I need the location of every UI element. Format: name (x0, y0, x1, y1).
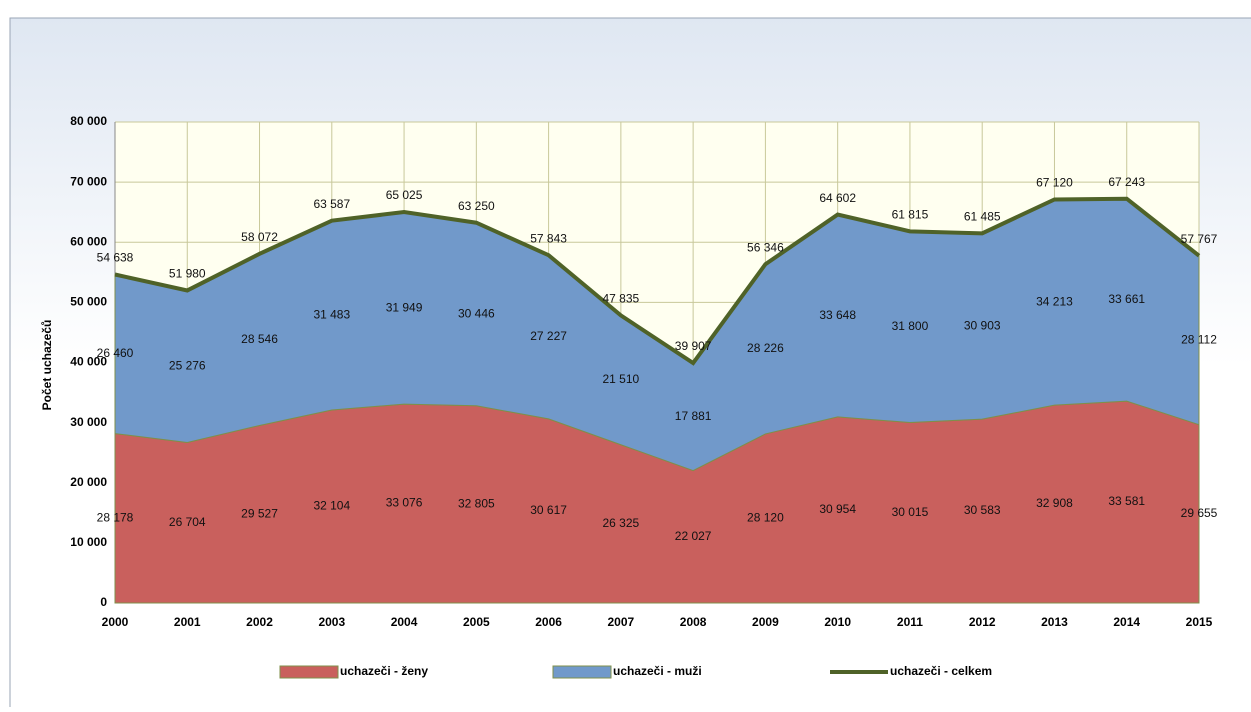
data-label: 28 226 (747, 341, 784, 355)
data-label: 30 903 (964, 318, 1001, 332)
data-label: 61 815 (892, 208, 929, 222)
data-label: 30 954 (819, 502, 856, 516)
data-label: 28 178 (97, 510, 134, 524)
x-tick-label: 2002 (246, 615, 273, 629)
x-tick-label: 2005 (463, 615, 490, 629)
x-tick-label: 2014 (1113, 615, 1140, 629)
data-label: 31 483 (313, 308, 350, 322)
x-tick-label: 2001 (174, 615, 201, 629)
data-label: 32 908 (1036, 496, 1073, 510)
x-tick-label: 2006 (535, 615, 562, 629)
legend-label: uchazeči - muži (613, 664, 702, 678)
data-label: 61 485 (964, 209, 1001, 223)
data-label: 21 510 (603, 372, 640, 386)
x-tick-label: 2013 (1041, 615, 1068, 629)
x-tick-label: 2008 (680, 615, 707, 629)
y-tick-label: 30 000 (70, 415, 107, 429)
legend-label: uchazeči - ženy (340, 664, 428, 678)
data-label: 28 546 (241, 332, 278, 346)
data-label: 67 120 (1036, 176, 1073, 190)
data-label: 58 072 (241, 230, 278, 244)
legend-swatch (552, 665, 612, 679)
data-label: 54 638 (97, 251, 134, 265)
data-label: 26 704 (169, 515, 206, 529)
data-label: 17 881 (675, 409, 712, 423)
data-label: 47 835 (603, 292, 640, 306)
y-tick-label: 50 000 (70, 295, 107, 309)
legend-label: uchazeči - celkem (890, 664, 992, 678)
data-label: 33 581 (1108, 494, 1145, 508)
data-label: 30 617 (530, 503, 567, 517)
data-label: 28 120 (747, 511, 784, 525)
x-tick-label: 2012 (969, 615, 996, 629)
y-tick-label: 80 000 (70, 114, 107, 128)
x-tick-label: 2011 (897, 615, 923, 629)
data-label: 51 980 (169, 267, 206, 281)
data-label: 31 949 (386, 300, 423, 314)
y-tick-label: 40 000 (70, 355, 107, 369)
data-label: 33 648 (819, 308, 856, 322)
data-label: 57 843 (530, 231, 567, 245)
data-label: 67 243 (1108, 175, 1145, 189)
data-label: 57 767 (1181, 232, 1218, 246)
y-tick-label: 0 (100, 595, 107, 609)
data-label: 39 907 (675, 339, 712, 353)
data-label: 34 213 (1036, 294, 1073, 308)
data-label: 56 346 (747, 240, 784, 254)
x-tick-label: 2004 (391, 615, 418, 629)
data-label: 28 112 (1181, 332, 1217, 346)
data-label: 31 800 (892, 319, 929, 333)
y-axis-label: Počet uchazečů (40, 320, 54, 411)
data-label: 30 583 (964, 503, 1001, 517)
x-tick-label: 2010 (824, 615, 851, 629)
data-label: 27 227 (530, 329, 567, 343)
data-label: 33 076 (386, 496, 423, 510)
data-label: 63 587 (313, 197, 350, 211)
data-label: 29 655 (1181, 506, 1218, 520)
x-tick-label: 2009 (752, 615, 779, 629)
data-label: 26 325 (603, 516, 640, 530)
y-tick-label: 20 000 (70, 475, 107, 489)
data-label: 29 527 (241, 506, 278, 520)
data-label: 32 805 (458, 497, 495, 511)
data-label: 30 015 (892, 505, 929, 519)
x-tick-label: 2007 (608, 615, 635, 629)
data-label: 32 104 (313, 499, 350, 513)
y-tick-label: 70 000 (70, 174, 107, 188)
x-tick-label: 2000 (102, 615, 129, 629)
data-label: 33 661 (1108, 292, 1145, 306)
data-label: 25 276 (169, 359, 206, 373)
legend-swatch (279, 665, 339, 679)
y-tick-label: 60 000 (70, 234, 107, 248)
data-label: 65 025 (386, 188, 423, 202)
x-tick-label: 2015 (1186, 615, 1213, 629)
y-tick-label: 10 000 (70, 535, 107, 549)
data-label: 64 602 (819, 191, 856, 205)
data-label: 22 027 (675, 529, 712, 543)
line (114, 196, 1201, 366)
data-label: 30 446 (458, 306, 495, 320)
data-label: 26 460 (97, 346, 134, 360)
data-label: 63 250 (458, 199, 495, 213)
x-tick-label: 2003 (318, 615, 345, 629)
